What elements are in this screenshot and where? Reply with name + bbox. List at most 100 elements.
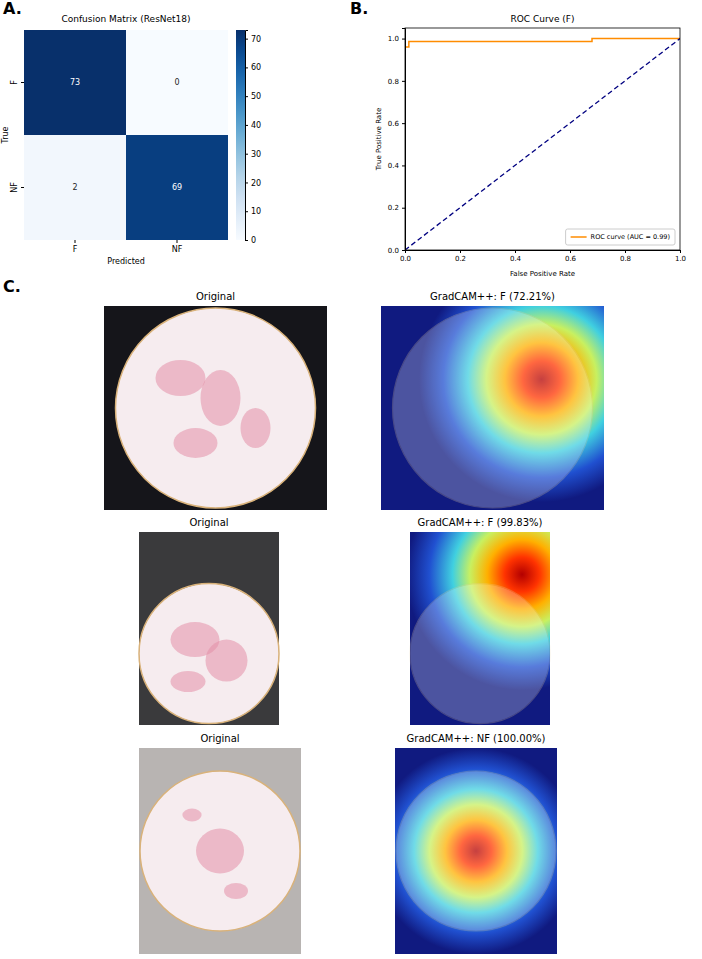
plot-frame [405, 28, 680, 250]
microscope-field [139, 584, 279, 724]
image-title: GradCAM++: NF (100.00%) [407, 733, 546, 744]
image-panels: Original GradCAM++: F (72.21%) Original Gra… [104, 291, 604, 954]
tick-mark [515, 250, 516, 253]
microscope-field [393, 308, 593, 508]
tick: 50 [245, 92, 261, 101]
tick-label: 0.8 [620, 255, 631, 263]
image-background [104, 306, 327, 510]
microscope-field [116, 308, 316, 508]
roc-chart: ROC Curve (F)0.00.20.40.60.81.00.00.20.4… [375, 14, 686, 278]
tick-mark [402, 208, 405, 209]
image-title: Original [189, 517, 228, 528]
colorbar [236, 30, 245, 240]
microscope-field [410, 584, 550, 724]
tick-label: 30 [251, 150, 261, 159]
tick-label: 1.0 [675, 255, 686, 263]
cell-blob [196, 829, 244, 874]
tick-label: 20 [251, 179, 261, 188]
tick: 20 [245, 179, 261, 188]
original-image [139, 748, 301, 954]
tick-mark [245, 125, 248, 126]
tick-mark [245, 182, 248, 183]
tick: 0.6 [388, 120, 405, 128]
tick: 0.4 [388, 162, 405, 170]
tick: 1.0 [388, 35, 405, 43]
tick-label: 1.0 [388, 35, 399, 43]
tick-mark [21, 187, 24, 188]
gradcam-image [410, 532, 550, 725]
image-title: GradCAM++: F (72.21%) [430, 291, 555, 302]
cell [24, 135, 126, 240]
tick: NF [172, 240, 183, 254]
gradcam-image [381, 306, 604, 510]
tick-label: 0.6 [388, 120, 400, 128]
line [405, 39, 680, 250]
tick-mark [245, 240, 248, 241]
cell-blob [206, 640, 248, 682]
confusion-matrix: Confusion Matrix (ResNet18)730269FNFFNFP… [1, 14, 261, 266]
tick-mark [21, 82, 24, 83]
tick-mark [402, 165, 405, 166]
y-axis: 0.00.20.40.60.81.0 [388, 29, 406, 255]
line [405, 39, 680, 250]
tick-label: 0.4 [388, 162, 400, 170]
chart-title: ROC Curve (F) [510, 14, 574, 24]
tick: 0 [245, 236, 256, 245]
gradcam-image [395, 748, 557, 954]
tick-label: 0.2 [455, 255, 466, 263]
tick-mark [402, 250, 405, 251]
tick: 0.8 [620, 250, 631, 263]
tick-label: 0.6 [565, 255, 577, 263]
tick: 60 [245, 63, 261, 72]
panel-label: C. [3, 277, 21, 296]
x-axis: 0.00.20.40.60.81.0 [400, 250, 686, 263]
figure: A.B.C.Confusion Matrix (ResNet18)730269F… [0, 0, 702, 959]
cell-blob [224, 883, 248, 899]
legend-box [566, 229, 675, 245]
tick-label: 0 [251, 236, 256, 245]
tick-label: 50 [251, 92, 261, 101]
tick: F [10, 80, 24, 85]
tick-label: F [73, 245, 78, 254]
tick-label: F [10, 80, 19, 85]
original-image [104, 306, 327, 510]
tick: 1.0 [675, 250, 686, 263]
tick-label: 10 [251, 207, 261, 216]
tick-mark [402, 123, 405, 124]
tick: 40 [245, 121, 261, 130]
tick-label: 0.8 [388, 78, 399, 86]
image-title: Original [196, 291, 235, 302]
cell-blob [241, 408, 271, 448]
tick: 0.8 [388, 78, 405, 86]
tick-mark [245, 39, 248, 40]
original-image [139, 532, 279, 725]
tick: 0.2 [388, 204, 405, 212]
axis-title: Predicted [107, 257, 145, 266]
image-title: GradCAM++: F (99.83%) [418, 517, 543, 528]
data-label: 2 [72, 183, 77, 192]
tick: 70 [245, 35, 261, 44]
cell-blob [182, 809, 201, 822]
axis-title: True [1, 126, 10, 144]
data-label: 69 [172, 183, 182, 192]
image-title: Original [200, 733, 239, 744]
tick-label: 40 [251, 121, 261, 130]
microscope-field [396, 771, 556, 931]
tick-mark [402, 81, 405, 82]
tick-mark [75, 240, 76, 243]
tick-label: 60 [251, 63, 261, 72]
tick: F [73, 240, 78, 254]
tick-label: 0.2 [388, 204, 399, 212]
tick-mark [245, 154, 248, 155]
tick-mark [245, 96, 248, 97]
panel-label: A. [3, 0, 22, 18]
cell-blob [171, 671, 206, 692]
lines [405, 39, 680, 250]
data-label: 73 [70, 78, 80, 87]
heatmap-overlay [395, 748, 557, 954]
y-axis: FNF [10, 80, 24, 193]
cell [24, 30, 126, 135]
tick: 0.0 [400, 250, 411, 263]
tick-mark [625, 250, 626, 253]
legend-swatch [571, 236, 587, 238]
